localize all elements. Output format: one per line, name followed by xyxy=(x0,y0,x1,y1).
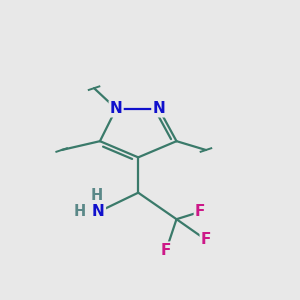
Text: H: H xyxy=(74,204,86,219)
Text: F: F xyxy=(161,243,171,258)
Text: F: F xyxy=(201,232,211,247)
Text: H: H xyxy=(91,188,103,203)
Text: N: N xyxy=(110,101,122,116)
Text: N: N xyxy=(152,101,165,116)
Text: F: F xyxy=(195,204,205,219)
Text: N: N xyxy=(92,204,105,219)
